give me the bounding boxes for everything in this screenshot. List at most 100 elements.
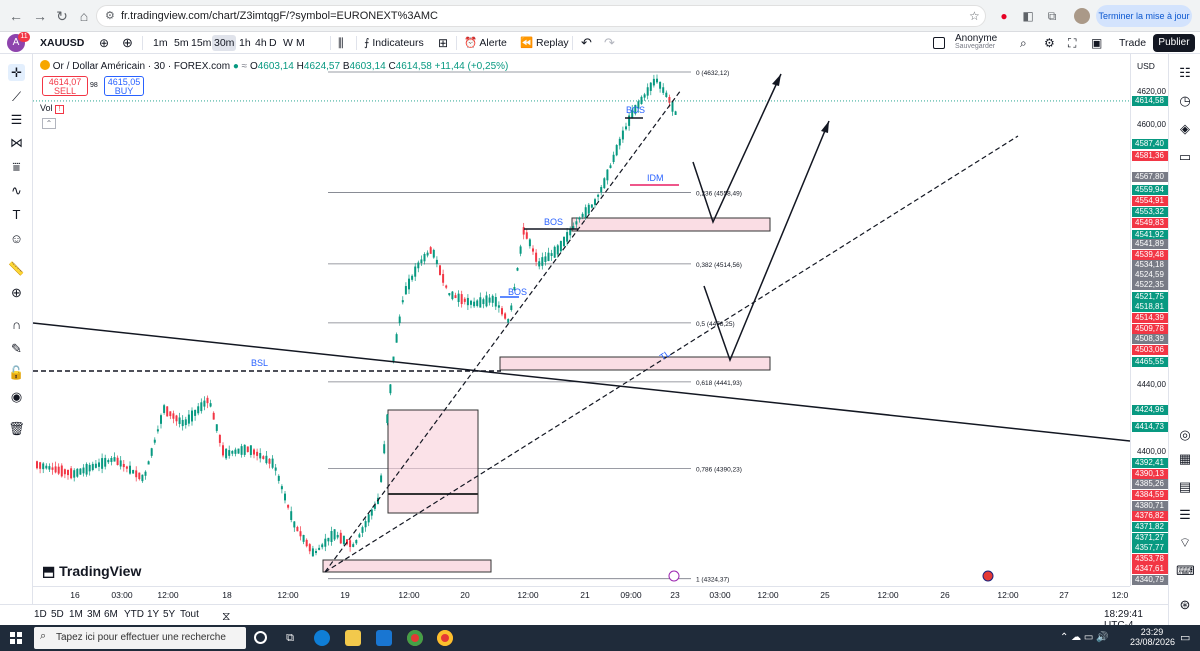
more-options-icon[interactable]: ⊛ [1179, 597, 1191, 612]
layout-name[interactable]: Anonyme [955, 33, 998, 44]
sell-button[interactable]: 4614,07 SELL [42, 76, 88, 96]
pinterest-icon[interactable]: ● [1000, 9, 1008, 23]
chat-icon[interactable]: ▭ [1178, 149, 1192, 164]
emoji-icon[interactable]: ☺ [9, 231, 24, 246]
forward-icon[interactable]: → [33, 8, 47, 24]
range-6m[interactable]: 6M [104, 609, 118, 620]
timeframe-M[interactable]: M [296, 37, 305, 49]
news-icon[interactable]: ▤ [1178, 479, 1192, 494]
notification-center-icon[interactable]: ▭ [1180, 632, 1191, 644]
snapshot-camera-icon[interactable]: ▣ [1091, 36, 1103, 50]
projection-path-2[interactable] [703, 120, 830, 363]
trendline-dashed-2[interactable] [324, 135, 1019, 573]
timeframe-5m[interactable]: 5m [174, 37, 189, 49]
eye-icon[interactable]: ◉ [10, 389, 23, 404]
reload-icon[interactable]: ↻ [56, 8, 68, 24]
tray-icons[interactable]: ⌃ ☁ ▭ 🔊 [1060, 632, 1109, 643]
timeframe-1m[interactable]: 1m [153, 37, 168, 49]
trade-button[interactable]: Trade [1119, 37, 1147, 49]
compare-icon[interactable]: ⊕ [99, 36, 110, 50]
timeframe-4h[interactable]: 4h [255, 37, 267, 49]
edge-icon[interactable] [314, 630, 330, 646]
magnet-icon[interactable]: ∩ [11, 317, 22, 332]
projection-path-1[interactable] [692, 73, 782, 225]
quick-search-icon[interactable]: ⌕ [1020, 36, 1027, 50]
layout-icon[interactable] [933, 37, 945, 49]
fullscreen-icon[interactable]: ⛶ [1068, 36, 1077, 50]
timeframe-1h[interactable]: 1h [239, 37, 251, 49]
volume-row[interactable]: Vol ! [40, 103, 65, 114]
timeframe-D[interactable]: D [269, 37, 277, 49]
price-axis[interactable]: USD 4620,004600,004440,004420,004400,00 … [1130, 54, 1168, 586]
extension-icon[interactable]: ◧ [1022, 9, 1034, 23]
currency-label[interactable]: USD [1137, 61, 1155, 71]
mail-icon[interactable] [376, 630, 392, 646]
publish-button[interactable]: Publier [1153, 34, 1195, 52]
range-5y[interactable]: 5Y [163, 609, 176, 620]
timeframe-W[interactable]: W [283, 37, 293, 49]
address-bar[interactable]: ⚙ fr.tradingview.com/chart/Z3imtqgF/?sym… [96, 5, 986, 27]
low-zone[interactable] [322, 559, 492, 573]
ruler-icon[interactable]: 📏 [8, 261, 25, 276]
range-1m[interactable]: 1M [69, 609, 83, 620]
chrome-icon[interactable] [407, 630, 423, 646]
range-1y[interactable]: 1Y [147, 609, 160, 620]
goto-date-icon[interactable]: ⧖ [222, 609, 231, 623]
alert-button[interactable]: ⏰ Alerte [464, 35, 507, 51]
trash-icon[interactable]: 🗑 [8, 421, 25, 436]
back-icon[interactable]: ← [9, 8, 23, 24]
fib-retracement[interactable]: 0 (4632,12) 0,236 (4558,49) 0,382 (4514,56… [328, 70, 742, 584]
zoom-in-icon[interactable]: ⊕ [11, 285, 22, 300]
cortana-icon[interactable] [254, 631, 267, 644]
taskbar-search[interactable]: ⌕ Tapez ici pour effectuer une recherche [34, 627, 246, 649]
redo-icon[interactable]: ↷ [604, 35, 615, 50]
home-icon[interactable]: ⌂ [79, 8, 89, 24]
demand-zone-lower[interactable] [499, 356, 771, 371]
text-tool-icon[interactable]: T [12, 207, 21, 222]
alerts-clock-icon[interactable]: ◷ [1179, 93, 1191, 108]
calendar-icon[interactable]: ▦ [1178, 451, 1192, 466]
timeframe-30m[interactable]: 30m [212, 35, 237, 51]
time-axis[interactable]: 16 03:00 12:00 18 12:00 19 12:00 20 12:00 21 09:00… [33, 586, 1130, 604]
watchlist-icon[interactable]: ☷ [1179, 65, 1191, 80]
trendline-icon[interactable]: ⟋ [11, 89, 22, 104]
site-info-icon[interactable]: ⚙ [105, 10, 115, 22]
event-marker-icon[interactable] [668, 570, 680, 582]
windows-start-icon[interactable] [10, 632, 22, 644]
range-3m[interactable]: 3M [87, 609, 101, 620]
price-chart[interactable]: 0 (4632,12) 0,236 (4558,49) 0,382 (4514,56… [33, 54, 1130, 586]
position-icon[interactable]: ⩸ [12, 159, 21, 174]
timeframe-15m[interactable]: 15m [191, 37, 212, 49]
fib-retracement-icon[interactable]: ☰ [10, 112, 23, 127]
profile-avatar[interactable] [1074, 8, 1090, 24]
target-icon[interactable]: ◎ [1179, 427, 1191, 442]
replay-button[interactable]: ⏪ Replay [520, 35, 569, 51]
undo-icon[interactable]: ↶ [581, 35, 592, 50]
bookmark-star-icon[interactable]: ☆ [969, 9, 980, 23]
trendline-dashed-1[interactable] [324, 89, 682, 573]
pencil-lock-icon[interactable]: ✎ [11, 341, 22, 356]
range-tout[interactable]: Tout [180, 609, 199, 620]
crosshair-icon[interactable]: ✛ [8, 64, 25, 81]
ob-zone-large[interactable] [387, 409, 479, 514]
ideas-icon[interactable]: ☰ [1179, 507, 1191, 522]
flag-marker-icon[interactable] [982, 570, 994, 582]
range-1d[interactable]: 1D [34, 609, 47, 620]
templates-icon[interactable]: ⊞ [438, 36, 449, 50]
task-view-icon[interactable]: ⧉ [286, 632, 294, 644]
chrome-profile-icon[interactable] [437, 630, 453, 646]
symbol-search[interactable]: XAUUSD [40, 37, 85, 49]
broadcast-icon[interactable]: ⌔ [1178, 535, 1192, 550]
range-5d[interactable]: 5D [51, 609, 64, 620]
path-icon[interactable]: ∿ [11, 183, 22, 198]
buy-button[interactable]: 4615,05 BUY [104, 76, 144, 96]
range-ytd[interactable]: YTD [124, 609, 144, 620]
collapse-legend-icon[interactable]: ⌃ [42, 118, 56, 129]
update-button[interactable]: Terminer la mise à jour [1096, 5, 1192, 27]
indicators-button[interactable]: ⨍ Indicateurs [364, 35, 424, 51]
long-trendline[interactable] [33, 322, 1130, 442]
add-symbol-icon[interactable]: ⊕ [122, 35, 133, 50]
candle-type-icon[interactable]: ⫼ [338, 36, 344, 50]
legend-title[interactable]: Or / Dollar Américain · 30 · FOREX.com [52, 61, 231, 72]
help-icon[interactable]: ⌨ [1176, 563, 1195, 578]
